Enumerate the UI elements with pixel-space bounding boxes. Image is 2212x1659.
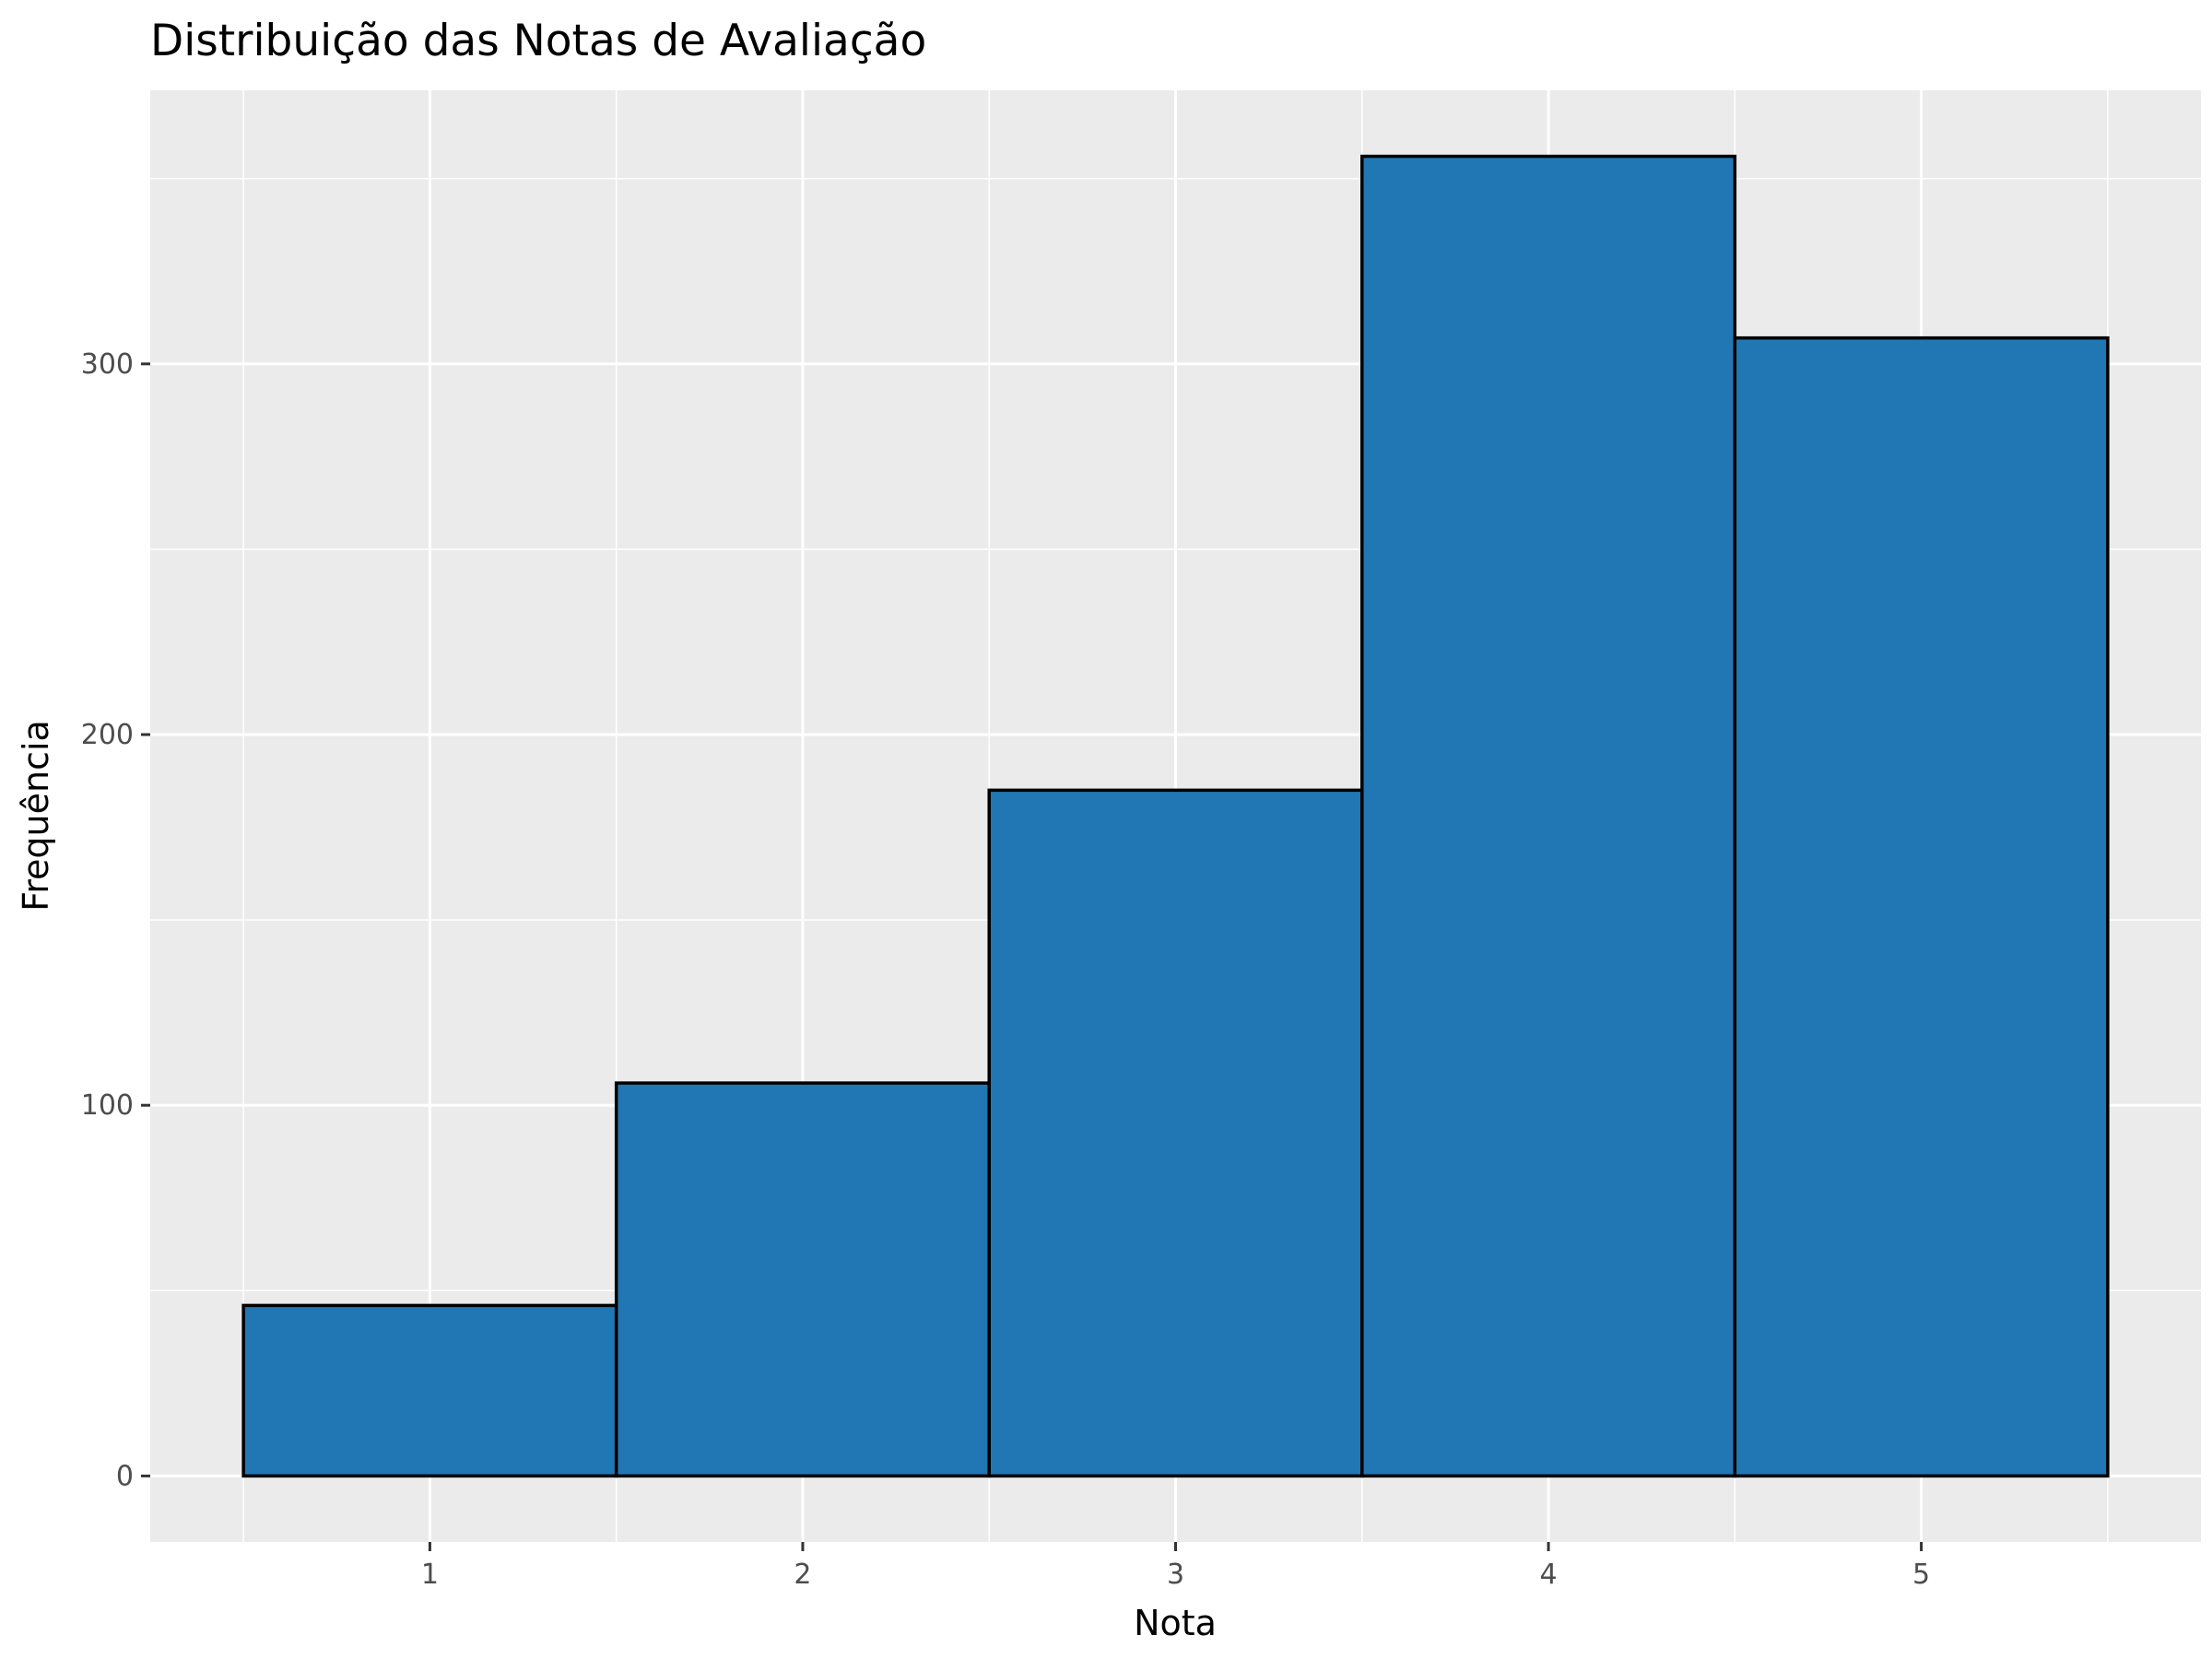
x-tick-label-3: 3 xyxy=(1167,1559,1184,1591)
x-tick-label-4: 4 xyxy=(1539,1559,1557,1591)
x-tick-label-1: 1 xyxy=(421,1559,439,1591)
x-tick-label-2: 2 xyxy=(794,1559,811,1591)
bar-2 xyxy=(614,1081,991,1478)
bar-5 xyxy=(1733,335,2110,1478)
x-tick-label-5: 5 xyxy=(1912,1559,1930,1591)
bar-3 xyxy=(987,788,1364,1478)
chart-title: Distribuição das Notas de Avaliação xyxy=(150,16,926,66)
x-axis: 1 2 3 4 5 xyxy=(421,1542,1930,1591)
bar-1 xyxy=(241,1303,618,1478)
bar-4 xyxy=(1360,154,1737,1478)
y-axis-title: Frequência xyxy=(16,720,56,912)
y-tick-label-300: 300 xyxy=(81,348,134,381)
y-tick-label-0: 0 xyxy=(116,1460,134,1492)
x-axis-title: Nota xyxy=(1134,1603,1217,1643)
y-axis: 0 100 200 300 xyxy=(81,348,150,1492)
histogram-bars xyxy=(241,154,2110,1478)
y-tick-label-200: 200 xyxy=(81,719,134,751)
y-tick-label-100: 100 xyxy=(81,1089,134,1122)
